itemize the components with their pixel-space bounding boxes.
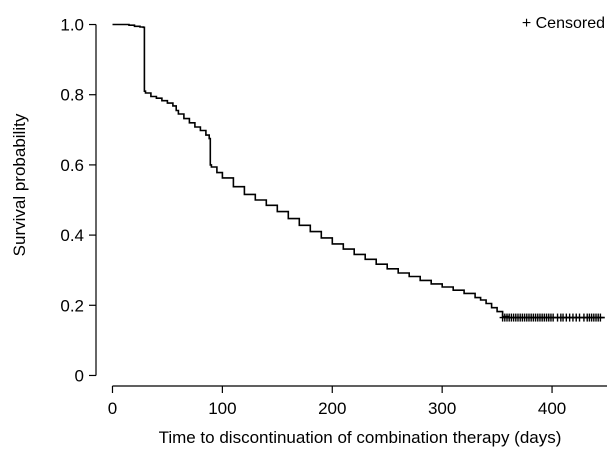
x-tick-label: 300 xyxy=(428,399,456,418)
x-tick-label: 0 xyxy=(108,399,117,418)
censor-marks xyxy=(499,313,604,322)
legend-censored: + Censored xyxy=(522,15,605,32)
x-tick-label: 100 xyxy=(208,399,236,418)
y-tick-label: 0.4 xyxy=(60,226,84,245)
y-tick-label: 0.2 xyxy=(60,296,84,315)
y-tick-label: 0.6 xyxy=(60,156,84,175)
y-tick-label: 1.0 xyxy=(60,16,84,35)
y-tick-label: 0 xyxy=(75,366,84,385)
survival-curve xyxy=(112,23,605,319)
y-ticks: 0 0.2 0.4 0.6 0.8 1.0 xyxy=(60,16,96,385)
x-tick-label: 200 xyxy=(318,399,346,418)
axes xyxy=(95,24,607,387)
y-tick-label: 0.8 xyxy=(60,86,84,105)
y-axis-title: Survival probability xyxy=(10,113,29,256)
x-ticks: 0 100 200 300 400 xyxy=(108,386,566,418)
series xyxy=(112,23,605,319)
x-axis-title: Time to discontinuation of combination t… xyxy=(159,428,562,447)
x-tick-label: 400 xyxy=(538,399,566,418)
